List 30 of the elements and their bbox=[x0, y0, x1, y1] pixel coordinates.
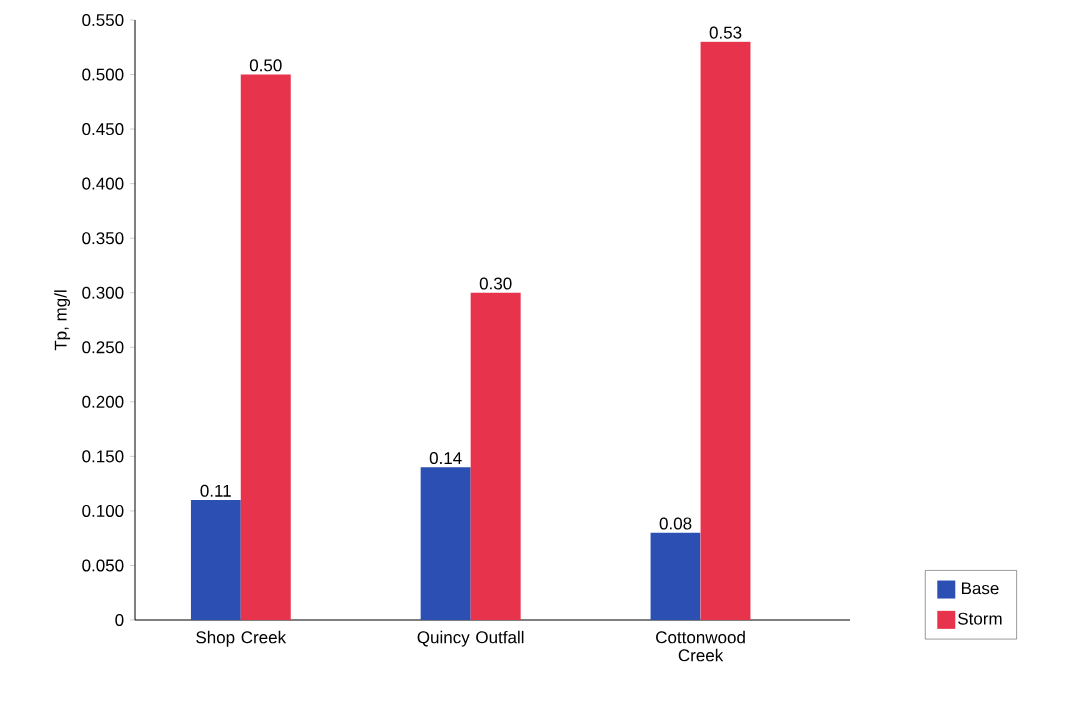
bar bbox=[700, 41, 751, 620]
y-tick-label: 0.200 bbox=[82, 395, 124, 408]
bar bbox=[240, 74, 291, 620]
y-tick-label: 0.450 bbox=[82, 123, 124, 136]
bar bbox=[420, 467, 471, 620]
data-label: 0.11 bbox=[200, 484, 231, 497]
bar bbox=[470, 292, 521, 620]
data-label: 0.30 bbox=[479, 277, 512, 290]
bar bbox=[190, 500, 241, 620]
bar bbox=[650, 532, 701, 620]
legend-label: Base bbox=[961, 582, 999, 595]
data-label: 0.50 bbox=[249, 59, 282, 72]
y-tick-label: 0.300 bbox=[82, 286, 124, 299]
x-tick-label: Shop Creek bbox=[196, 630, 287, 647]
data-label: 0.14 bbox=[429, 452, 462, 465]
y-tick-label: 0.400 bbox=[82, 177, 124, 190]
y-tick-label: 0.350 bbox=[82, 232, 124, 245]
data-label: 0.53 bbox=[709, 26, 742, 39]
y-tick-label: 0.250 bbox=[82, 341, 124, 354]
y-tick-label: 0.550 bbox=[82, 13, 124, 27]
y-tick-label: 0.500 bbox=[82, 68, 124, 81]
y-tick-label: 0.100 bbox=[82, 504, 124, 517]
data-label: 0.08 bbox=[659, 517, 692, 530]
x-tick-label: Quincy Outfall bbox=[417, 630, 524, 647]
y-tick-label: 0 bbox=[115, 613, 124, 627]
y-tick-label: 0.150 bbox=[82, 450, 124, 463]
legend-label: Storm bbox=[958, 612, 1002, 625]
y-tick-label: 0.050 bbox=[82, 559, 124, 572]
y-axis-title: Tp, mg/l bbox=[54, 290, 71, 351]
x-tick-label: Cottonwood Creek bbox=[656, 630, 745, 662]
